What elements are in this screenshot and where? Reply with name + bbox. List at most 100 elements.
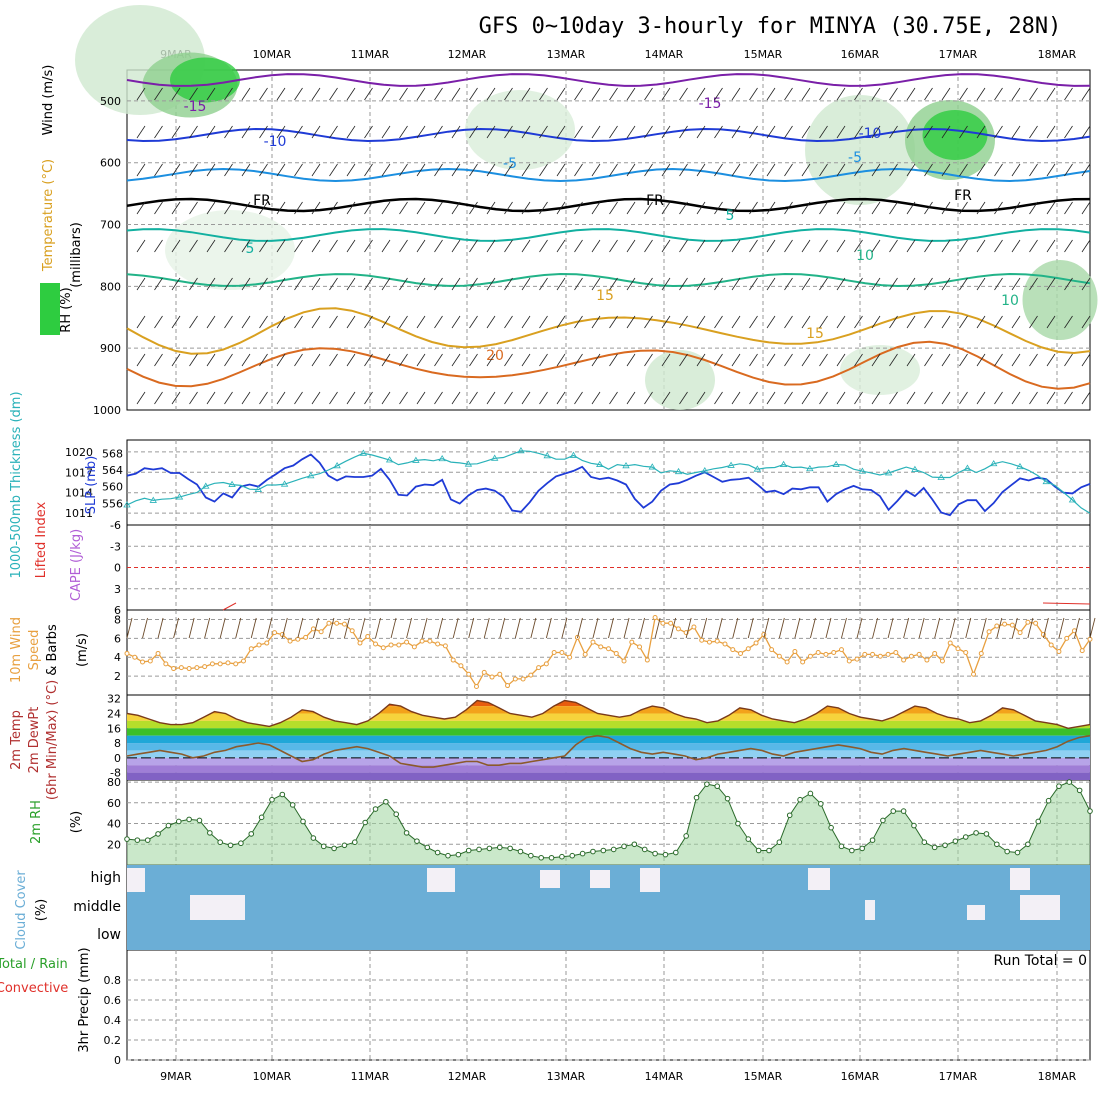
ylabel-2m-dewpt: 2m DewPt [27, 707, 42, 774]
wind-speed-marker [497, 671, 503, 677]
wind-barb [521, 353, 531, 367]
rh-marker [175, 818, 182, 825]
wind-barb [346, 391, 356, 405]
rh-marker [155, 831, 161, 837]
rh-marker [786, 812, 793, 819]
wind-barb [399, 391, 408, 405]
wind-barb [1029, 277, 1038, 291]
lifted-index-tick: 0 [114, 562, 121, 575]
temperature-contour-label: FR [646, 193, 664, 209]
temperature-band [127, 743, 1090, 751]
wind-barb [731, 277, 741, 291]
wind-barb [521, 277, 531, 291]
wind-speed-marker [660, 620, 666, 626]
wind-barb [329, 315, 338, 329]
wind-barb [136, 201, 146, 215]
wind-speed-marker [675, 626, 681, 632]
wind-barb [749, 163, 758, 177]
wind-barb [451, 391, 461, 405]
wind-barb [626, 391, 636, 405]
thickness-marker [596, 460, 604, 467]
wind-barb [1064, 239, 1073, 253]
wind-barb [381, 87, 391, 101]
wind-barb [749, 391, 758, 405]
wind-barb [871, 239, 881, 253]
surface-wind-barb [514, 617, 521, 639]
lifted-index-tick: -6 [110, 519, 121, 532]
rh-marker [807, 790, 814, 797]
wind-barb [819, 353, 828, 367]
wind-speed-marker [963, 650, 969, 655]
pressure-tick-label: 800 [100, 280, 121, 293]
surface-wind-barb [670, 617, 677, 639]
surface-wind-barb [576, 617, 583, 639]
surface-wind-barb [421, 617, 428, 639]
wind-barb [224, 239, 233, 253]
rh-marker [289, 802, 296, 808]
wind-barb [504, 391, 513, 405]
lifted-index-tick: 6 [114, 604, 121, 617]
wind-barb [644, 315, 653, 329]
wind-speed-marker [442, 643, 448, 649]
wind-barb [189, 163, 198, 177]
rh-marker [579, 850, 586, 857]
ylabel-barbs: & Barbs [45, 624, 60, 676]
temperature-contour-label: FR [954, 188, 972, 204]
wind-speed-marker [854, 656, 860, 662]
wind-barb [749, 277, 758, 291]
wind-barb [819, 315, 828, 329]
wind-barb [451, 239, 461, 253]
rh-marker [1066, 779, 1073, 785]
wind-barb [626, 239, 636, 253]
wind-speed-marker [807, 653, 813, 659]
wind-speed-marker [932, 650, 938, 656]
cloud-gap [590, 870, 610, 888]
wind-barb [486, 353, 496, 367]
wind-speed-marker [800, 659, 806, 665]
wind-barb [749, 87, 758, 101]
wind-speed-marker [287, 638, 293, 644]
ylabel-rh-text: RH (%) [59, 287, 74, 332]
wind-speed-marker [551, 650, 557, 655]
precip-tick: 0.4 [104, 1014, 122, 1027]
wind-speed-marker [753, 640, 759, 646]
wind-speed-marker [450, 657, 456, 663]
temperature-contour [126, 307, 1091, 355]
wind-speed-marker [738, 650, 744, 656]
rh-marker [1076, 787, 1083, 794]
wind-barb [1046, 125, 1056, 139]
thickness-marker [701, 467, 709, 474]
wind-barb [661, 391, 671, 405]
wind-barb [241, 239, 251, 253]
wind-barb [749, 315, 758, 329]
wind-speed-marker [396, 642, 402, 648]
wind-barb [976, 201, 986, 215]
temperature-contour-label: 10 [856, 248, 874, 264]
surface-wind-barb [188, 617, 195, 639]
wind-speed-marker [272, 630, 278, 636]
wind-barb [1029, 87, 1038, 101]
wind-barb [434, 125, 443, 139]
surface-wind-barb [980, 617, 987, 639]
temp-tick: 24 [107, 707, 121, 720]
wind-barb [836, 201, 846, 215]
wind-barb [206, 125, 216, 139]
wind-barb [906, 315, 916, 329]
wind-tick: 4 [114, 651, 121, 664]
date-label-bottom: 10MAR [253, 1070, 292, 1083]
wind-barb [976, 163, 986, 177]
wind-barb [556, 315, 566, 329]
rh-marker [445, 852, 451, 859]
rh-marker [248, 831, 255, 837]
surface-wind-barb [965, 617, 972, 639]
wind-barb [416, 163, 426, 177]
wind-barb [1011, 87, 1021, 101]
wind-barb [696, 163, 706, 177]
thickness-marker [280, 480, 289, 487]
wind-barb [574, 239, 583, 253]
wind-speed-marker [163, 661, 169, 667]
wind-barb [924, 315, 933, 329]
rh-marker [828, 824, 834, 831]
rh-marker [538, 854, 544, 861]
wind-barb [469, 163, 478, 177]
